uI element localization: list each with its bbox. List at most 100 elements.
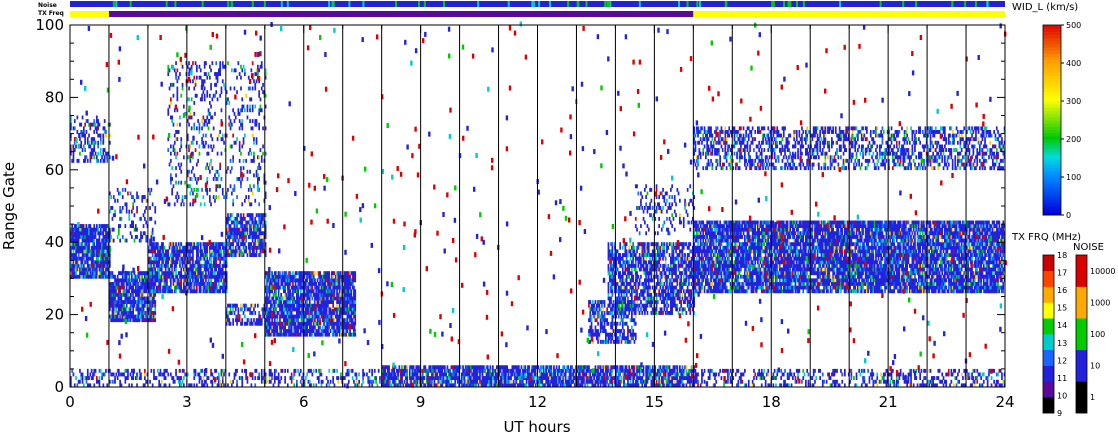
echo-cell	[176, 151, 179, 156]
echo-cell	[192, 253, 194, 257]
echo-cell	[337, 278, 340, 283]
echo-cell	[70, 148, 72, 152]
echo-cell	[723, 383, 725, 388]
echo-cell	[175, 271, 177, 276]
echo-cell	[199, 271, 202, 276]
echo-cell	[133, 238, 136, 243]
echo-cell	[751, 383, 754, 388]
echo-cell	[92, 235, 94, 239]
echo-cell	[102, 249, 105, 254]
echo-cell	[258, 311, 260, 315]
echo-cell	[118, 224, 120, 228]
echo-cell	[85, 245, 88, 250]
echo-cell	[102, 227, 105, 232]
echo-cell	[99, 274, 102, 279]
echo-cell	[296, 329, 298, 333]
echo-cell	[89, 235, 92, 239]
echo-cell	[134, 274, 137, 279]
echo-cell	[145, 300, 147, 304]
echo-cell	[194, 263, 197, 268]
echo-cell	[129, 311, 132, 315]
echo-cell	[296, 271, 298, 276]
echo-cell	[202, 195, 205, 199]
echo-cell	[73, 137, 76, 142]
echo-cell	[73, 140, 76, 145]
echo-cell	[233, 119, 236, 123]
echo-cell	[353, 274, 355, 279]
echo-cell	[332, 314, 334, 319]
echo-cell	[92, 256, 94, 261]
echo-cell	[188, 61, 190, 66]
echo-cell	[210, 278, 212, 283]
echo-cell	[331, 325, 333, 330]
echo-cell	[764, 383, 767, 388]
echo-cell	[194, 278, 197, 283]
echo-cell	[236, 235, 238, 239]
echo-cell	[189, 144, 192, 149]
echo-cell	[150, 368, 153, 373]
echo-cell	[105, 263, 107, 268]
echo-cell	[347, 372, 350, 377]
echo-cell	[154, 260, 157, 265]
echo-cell	[351, 285, 354, 290]
echo-cell	[334, 325, 337, 330]
echo-cell	[154, 253, 157, 257]
echo-cell	[320, 274, 323, 279]
echo-cell	[834, 383, 837, 388]
echo-cell	[314, 285, 316, 290]
echo-cell	[96, 267, 98, 272]
echo-cell	[184, 278, 186, 283]
echo-cell	[611, 383, 614, 388]
echo-cell	[99, 151, 102, 156]
echo-cell	[215, 242, 218, 247]
echo-cell	[199, 249, 202, 254]
echo-cell	[277, 292, 280, 297]
echo-cell	[869, 372, 872, 377]
echo-cell	[305, 300, 307, 304]
echo-cell	[114, 209, 116, 214]
echo-cell	[301, 285, 303, 290]
echo-cell	[203, 119, 206, 123]
echo-cell	[99, 245, 102, 250]
echo-cell	[215, 256, 218, 261]
echo-cell	[163, 368, 166, 373]
echo-cell	[344, 285, 346, 290]
echo-cell	[136, 274, 138, 279]
echo-cell	[231, 249, 233, 254]
echo-cell	[166, 253, 168, 257]
echo-cell	[129, 300, 132, 304]
echo-cell	[79, 368, 81, 373]
echo-cell	[319, 311, 321, 315]
echo-cell	[81, 271, 84, 276]
echo-cell	[186, 278, 189, 283]
echo-cell	[292, 332, 294, 337]
echo-cell	[168, 242, 171, 247]
echo-cell	[246, 115, 249, 120]
echo-cell	[102, 263, 105, 268]
echo-cell	[153, 292, 155, 297]
echo-cell	[336, 321, 338, 326]
echo-cell	[123, 372, 125, 377]
echo-cell	[241, 227, 244, 232]
echo-cell	[264, 231, 267, 236]
echo-cell	[206, 75, 209, 80]
echo-cell	[338, 282, 341, 286]
echo-cell	[238, 249, 241, 254]
echo-cell	[188, 285, 190, 290]
echo-cell	[290, 325, 293, 330]
echo-cell	[215, 72, 218, 76]
echo-cell	[132, 292, 134, 297]
echo-cell	[350, 318, 353, 323]
echo-cell	[296, 379, 298, 384]
echo-cell	[167, 108, 170, 113]
echo-cell	[144, 271, 146, 276]
echo-cell	[844, 372, 846, 377]
echo-cell	[86, 368, 89, 373]
echo-cell	[210, 271, 212, 276]
echo-cell	[512, 372, 515, 377]
echo-cell	[171, 376, 173, 380]
echo-cell	[94, 231, 97, 236]
echo-cell	[257, 68, 259, 73]
echo-cell	[202, 289, 205, 294]
echo-cell	[323, 321, 325, 326]
